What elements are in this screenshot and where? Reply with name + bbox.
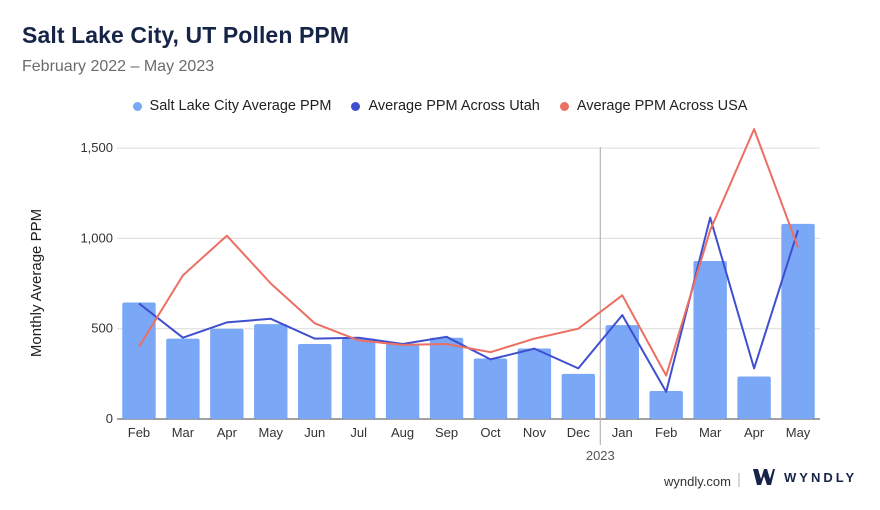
x-tick-label: Apr: [744, 425, 765, 440]
bar: [561, 373, 596, 419]
bar: [605, 325, 639, 419]
x-tick-label: May: [786, 425, 811, 440]
y-tick-label: 1,000: [80, 230, 113, 245]
x-tick-label: May: [259, 425, 284, 440]
legend-label: Average PPM Across Utah: [368, 98, 540, 114]
footer-logo[interactable]: WYNDLY: [752, 468, 857, 486]
legend-dot-icon: [559, 101, 569, 111]
chart-title: Salt Lake City, UT Pollen PPM: [22, 22, 350, 48]
bar: [429, 337, 464, 419]
x-tick-label: Mar: [699, 425, 722, 440]
bar: [649, 391, 683, 419]
legend-item-utah[interactable]: Average PPM Across Utah: [351, 98, 540, 114]
legend-label: Average PPM Across USA: [576, 98, 748, 114]
wyndly-w-logo-icon: [753, 469, 775, 485]
bar: [473, 358, 508, 419]
x-tick-label: Jul: [350, 425, 367, 440]
bar: [254, 324, 288, 419]
bar: [781, 223, 815, 419]
legend: Salt Lake City Average PPM Average PPM A…: [0, 98, 880, 114]
x-tick-label: Nov: [523, 425, 547, 440]
legend-item-salt-lake-city[interactable]: Salt Lake City Average PPM: [132, 98, 332, 114]
bar: [166, 338, 200, 419]
bar: [385, 344, 420, 419]
x-tick-label: Oct: [480, 425, 501, 440]
y-axis-title: Monthly Average PPM: [28, 209, 45, 357]
legend-dot-icon: [351, 101, 361, 111]
x-tick-label: Apr: [217, 425, 238, 440]
legend-dot-icon: [132, 101, 142, 111]
legend-label: Salt Lake City Average PPM: [149, 98, 332, 114]
bar: [298, 344, 332, 419]
year-label: 2023: [586, 448, 615, 463]
y-tick-label: 500: [91, 321, 113, 336]
bar: [341, 338, 376, 419]
x-tick-label: Jun: [304, 425, 325, 440]
legend-item-usa[interactable]: Average PPM Across USA: [559, 98, 748, 114]
x-tick-label: Aug: [391, 425, 414, 440]
bar: [693, 260, 727, 419]
x-tick-label: Dec: [567, 425, 591, 440]
bar: [210, 328, 244, 419]
footer-site-link[interactable]: wyndly.com: [664, 474, 731, 489]
x-tick-label: Feb: [655, 425, 677, 440]
bar: [737, 376, 771, 419]
x-tick-label: Feb: [128, 425, 150, 440]
y-tick-label: 1,500: [80, 140, 113, 155]
footer-separator: |: [737, 471, 741, 488]
series-line: [138, 128, 799, 377]
bar: [122, 302, 156, 419]
x-tick-label: Jan: [612, 425, 633, 440]
chart-subtitle: February 2022 – May 2023: [22, 58, 215, 75]
bar: [517, 348, 552, 419]
y-tick-label: 0: [106, 411, 113, 426]
x-tick-label: Sep: [435, 425, 458, 440]
brand-name: WYNDLY: [784, 469, 858, 485]
x-tick-label: Mar: [172, 425, 195, 440]
